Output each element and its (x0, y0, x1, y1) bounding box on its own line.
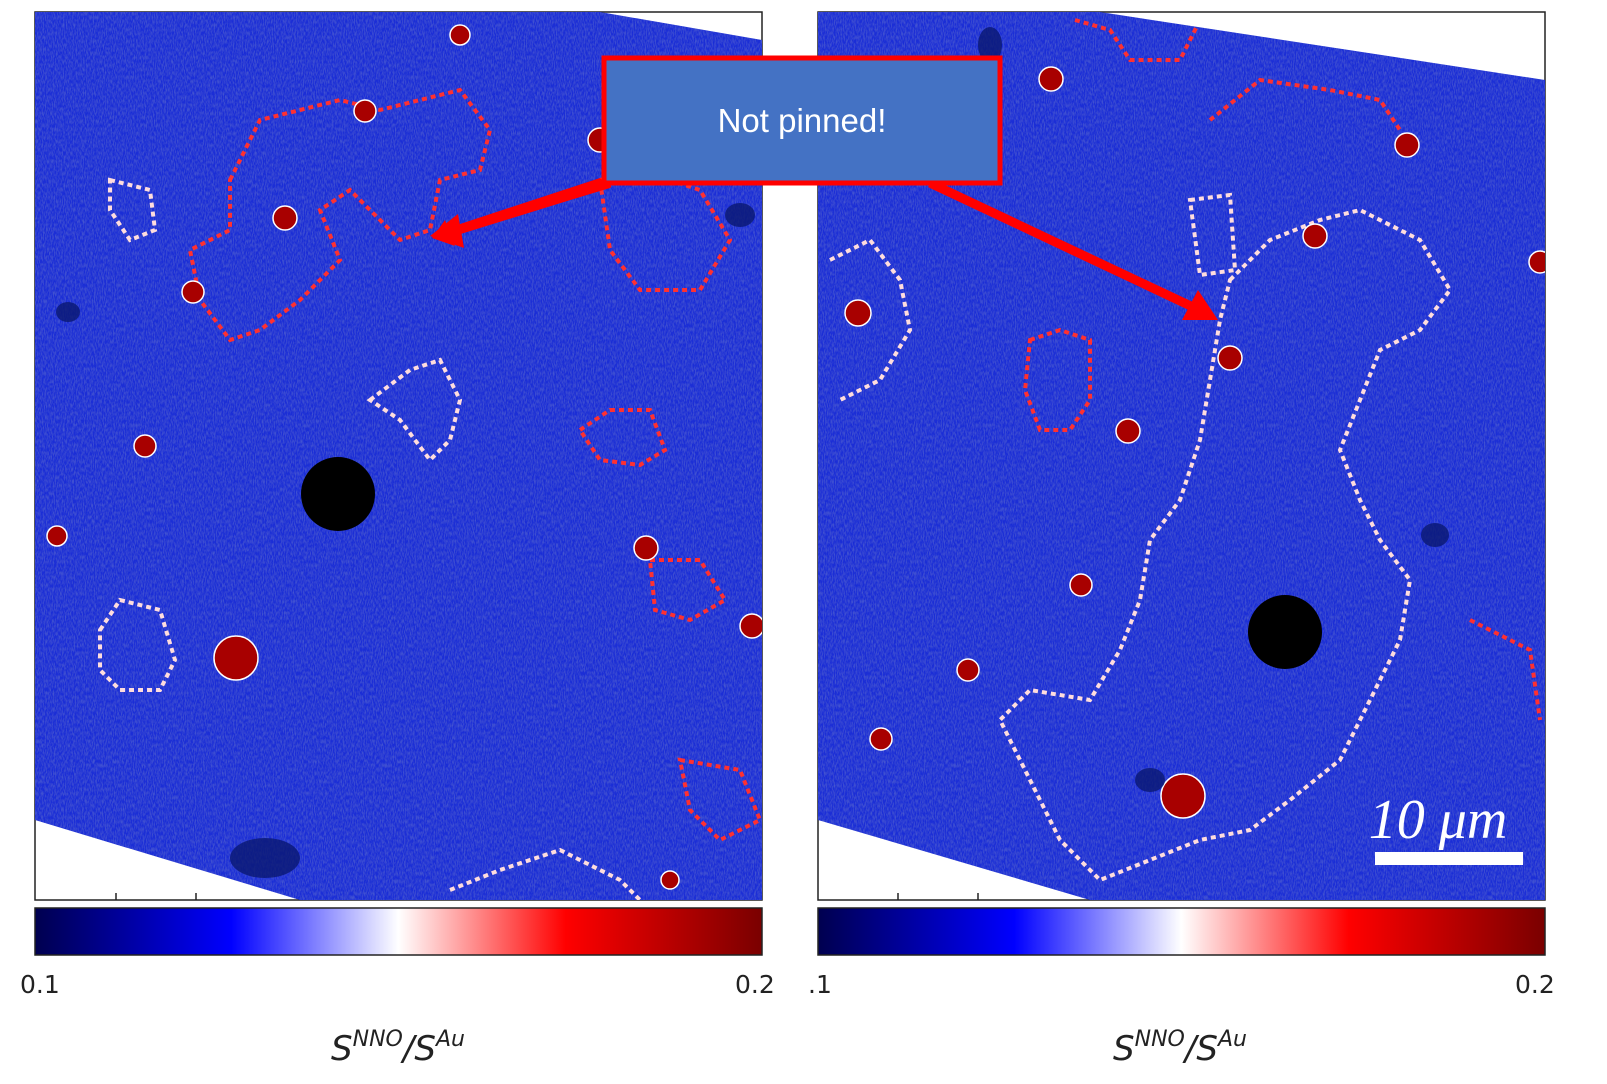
colorbar-left: 0.1 0.2 SNNO/SAu (20, 907, 775, 1069)
scale-bar: 10 μm (1369, 789, 1523, 865)
colorbar-min: 0.1 (20, 970, 60, 999)
colorbar-max: 0.2 (1515, 970, 1555, 999)
colorbar-max: 0.2 (735, 970, 775, 999)
scale-bar-label: 10 μm (1369, 789, 1508, 851)
callout-text: Not pinned! (718, 102, 887, 139)
colorbar-right: .1 0.2 SNNO/SAu (808, 907, 1555, 1069)
colorbar-label: SNNO/SAu (331, 1027, 465, 1069)
colorbar-min: .1 (808, 970, 832, 999)
callout: Not pinned! (430, 55, 1218, 320)
right-map (817, 11, 1546, 901)
colorbar-label: SNNO/SAu (1113, 1027, 1247, 1069)
